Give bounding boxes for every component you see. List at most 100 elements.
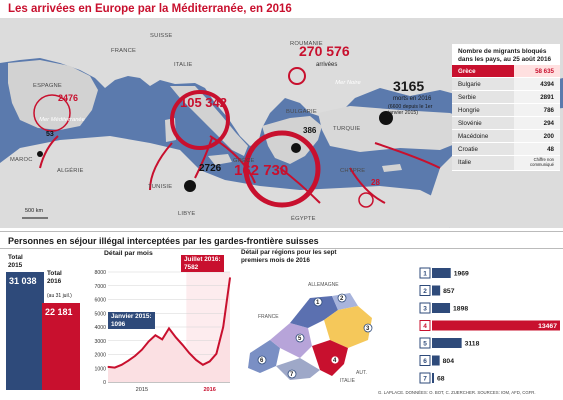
region-bar: [432, 355, 440, 366]
annotation-label: Juillet 2016:: [184, 256, 221, 263]
annotation-july-2016: Juillet 2016: 7582: [181, 255, 224, 272]
total-2016-sub: (au 31 juil.): [47, 293, 72, 299]
annotation-jan-2015: Janvier 2015: 1096: [108, 312, 155, 329]
circle-greece: [243, 130, 321, 208]
value-label: 3118: [465, 341, 480, 348]
label-maroc: MAROC: [10, 157, 33, 163]
y-ticks: 0 1000 2000 3000 4000 5000 6000 7000 8000: [94, 270, 106, 386]
map-label: ITALIE: [340, 378, 356, 384]
y-tick-label: 4000: [94, 325, 106, 331]
annotation-value: 7582: [184, 263, 199, 271]
value-label: 68: [437, 376, 445, 383]
label-espagne: ESPAGNE: [33, 83, 62, 89]
region-7: [276, 358, 320, 380]
blocked-title: Nombre de migrants bloqués dans les pays…: [458, 48, 552, 63]
arrivals-cyprus: 28: [371, 178, 380, 187]
circle-spain: [33, 94, 71, 132]
land-africa: [0, 136, 450, 228]
label-bulgarie: BULGARIE: [286, 109, 317, 115]
circle-italy: [170, 90, 230, 150]
label-chypre: CHYPRE: [340, 168, 366, 174]
svg-text:2: 2: [340, 296, 344, 302]
svg-text:6: 6: [260, 358, 264, 364]
row-value: 294: [514, 117, 560, 129]
row-value: 2891: [514, 91, 560, 103]
section-title: Personnes en séjour illégal interceptées…: [8, 236, 319, 246]
deaths-east: 386: [303, 126, 317, 135]
land-greece: [262, 116, 322, 164]
data-point: [114, 366, 116, 369]
marker-4: [330, 355, 340, 365]
category-box: [419, 267, 431, 279]
region-markers: 1 2 3 4 5 6 7: [257, 293, 373, 379]
table-row: Bulgarie 4394: [452, 78, 560, 91]
value-label: 13467: [538, 323, 557, 330]
table-row: Macédoine 200: [452, 130, 560, 143]
deaths-value: 3165: [393, 78, 425, 94]
y-tick-label: 6000: [94, 298, 106, 304]
row-value: Chiffre non communiqué: [514, 156, 560, 170]
value-label: 1969: [454, 271, 469, 278]
total-2016-value: 22 181: [45, 307, 73, 317]
total-arrivals-label: arrivées: [316, 62, 338, 68]
row-value: 786: [514, 104, 560, 116]
dot-deaths-west: [37, 151, 43, 157]
label-france: FRANCE: [111, 48, 137, 54]
data-point: [127, 360, 129, 362]
label-italie: ITALIE: [174, 62, 193, 68]
category-box: [419, 302, 431, 314]
monthly-title: Détail par mois: [104, 250, 153, 257]
category-label: 7: [423, 376, 427, 383]
table-row: Croatie 48: [452, 143, 560, 156]
category-box: [419, 285, 431, 296]
marker-6: [257, 355, 267, 365]
y-tick-label: 5000: [94, 311, 106, 317]
data-point: [161, 338, 163, 340]
label-roumanie: ROUMANIE: [290, 41, 323, 47]
credits: G. LAPLACE. DONNÉES: O. BOT, C. ZUERCHER…: [378, 390, 536, 395]
table-row: Grèce 58 635: [452, 65, 560, 78]
x-tick-label: 2016: [203, 387, 215, 393]
arrivals-italy: 105 342: [180, 95, 227, 110]
category-label: 5: [423, 341, 427, 348]
data-point: [181, 344, 184, 346]
scale-label: 500 km: [25, 208, 44, 214]
category-label: 1: [423, 271, 427, 278]
region-bar: [432, 285, 441, 296]
row-value: 48: [514, 143, 560, 155]
region-bar: [432, 320, 560, 331]
category-label: 6: [423, 358, 427, 365]
category-box: [419, 320, 431, 331]
category-label: 3: [423, 306, 427, 313]
y-tick-label: 1000: [94, 366, 106, 372]
row-country: Slovénie: [452, 117, 514, 129]
region-1: [290, 296, 338, 328]
table-row: Hongrie 786: [452, 104, 560, 117]
dot-deaths-total: [379, 111, 393, 125]
row-country: Serbie: [452, 91, 514, 103]
table-row: Italie Chiffre non communiqué: [452, 156, 560, 171]
row-value: 200: [514, 130, 560, 142]
land-cyprus: [382, 164, 402, 172]
y-tick-label: 0: [103, 380, 106, 386]
svg-text:4: 4: [333, 358, 337, 364]
annotation-value: 1096: [111, 320, 126, 328]
map-label: ALLEMAGNE: [308, 282, 339, 288]
land-sicily: [208, 154, 232, 165]
region-bar: [432, 303, 451, 313]
label-mer-mediterranee: Mer Méditerranée: [39, 117, 85, 123]
data-point: [107, 366, 109, 368]
region-bar: [432, 373, 434, 383]
row-country: Bulgarie: [452, 78, 514, 90]
data-point: [154, 334, 157, 336]
y-tick-label: 7000: [94, 284, 106, 290]
data-point: [175, 336, 177, 338]
y-tick-label: 3000: [94, 339, 106, 345]
circle-cyprus: [358, 192, 374, 208]
divider: [0, 248, 563, 249]
arrivals-spain: 2476: [58, 93, 79, 103]
value-label: 804: [443, 358, 455, 365]
data-point: [202, 364, 204, 366]
table-row: Serbie 2891: [452, 91, 560, 104]
data-point: [120, 364, 123, 366]
